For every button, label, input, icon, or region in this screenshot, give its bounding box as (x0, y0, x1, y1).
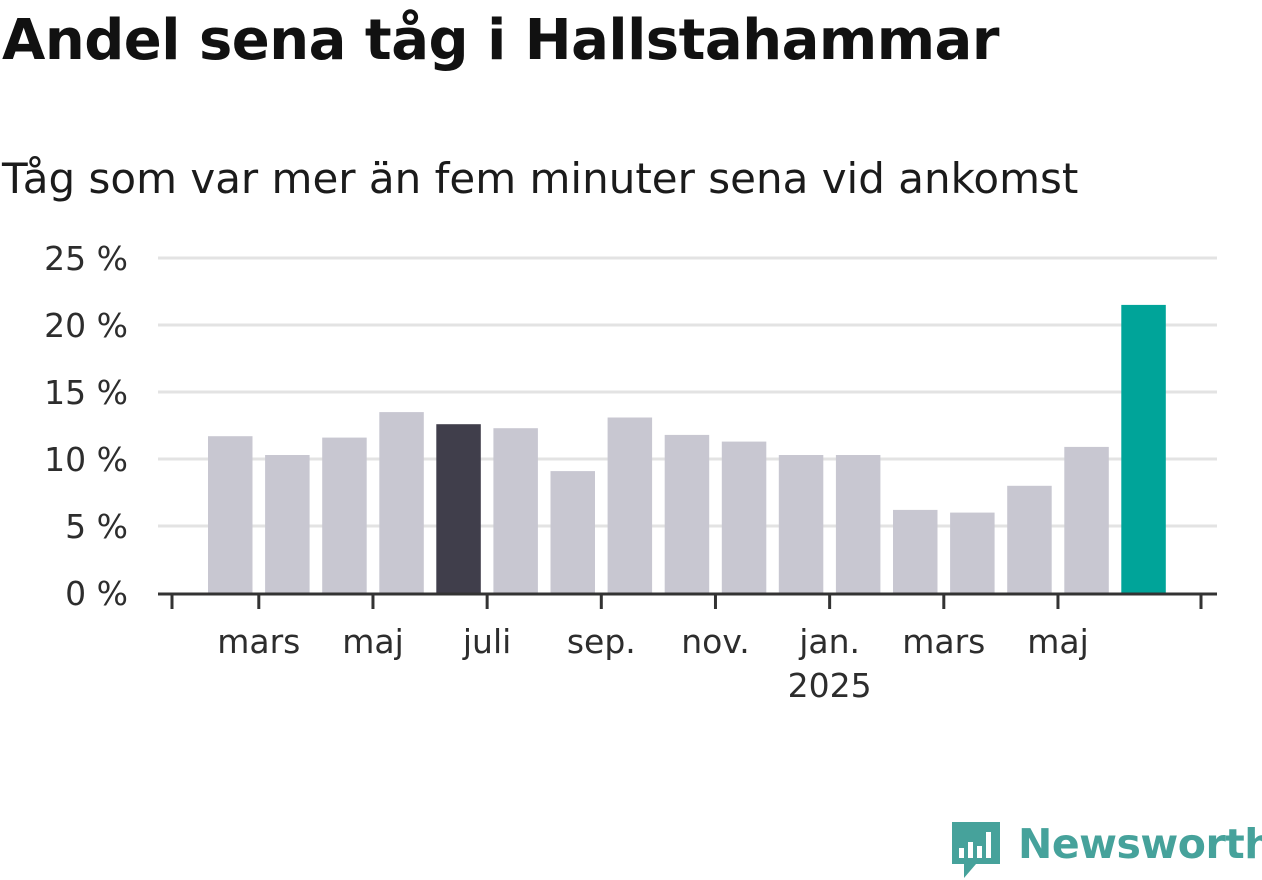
bar (436, 424, 481, 593)
newsworthy-logo: Newsworthy (950, 818, 1262, 880)
x-tick-label: mars (902, 622, 985, 661)
chart-subtitle: Tåg som var mer än fem minuter sena vid … (2, 154, 1079, 203)
y-tick-label: 20 % (44, 306, 128, 345)
bar (550, 471, 595, 593)
x-tick-label: jan. (798, 622, 860, 661)
chart-title: Andel sena tåg i Hallstahammar (2, 8, 999, 73)
chart-speech-bubble-icon (952, 822, 1000, 878)
y-axis-ticks: 0 % 5 % 10 % 15 % 20 % 25 % (44, 239, 128, 613)
x-tick-label: nov. (681, 622, 750, 661)
bar (1064, 446, 1109, 593)
bar (778, 455, 824, 593)
x-tick-year-label: 2025 (788, 666, 872, 705)
bar (893, 509, 938, 593)
x-tick-label: mars (217, 622, 300, 661)
bar (721, 441, 767, 593)
y-tick-label: 0 % (65, 574, 128, 613)
bar (664, 434, 710, 593)
bar (1007, 485, 1052, 593)
bar (208, 436, 253, 593)
x-tick-label: juli (462, 622, 511, 661)
bar (379, 412, 424, 593)
y-tick-label: 10 % (44, 440, 128, 479)
y-tick-label: 25 % (44, 239, 128, 278)
bar (493, 428, 538, 593)
x-tick-label: sep. (567, 622, 636, 661)
bar (322, 437, 367, 593)
y-tick-label: 15 % (44, 373, 128, 412)
bar (265, 455, 310, 593)
bars (208, 304, 1166, 593)
logo-text: Newsworthy (1018, 820, 1262, 868)
bar (835, 455, 881, 593)
bar (950, 512, 995, 593)
bar (607, 417, 653, 593)
x-tick-label: maj (1027, 622, 1089, 661)
x-axis: mars maj juli sep. nov. jan. 2025 mars maj (158, 592, 1217, 705)
bar (1121, 304, 1166, 593)
y-tick-label: 5 % (65, 507, 128, 546)
x-tick-label: maj (342, 622, 404, 661)
